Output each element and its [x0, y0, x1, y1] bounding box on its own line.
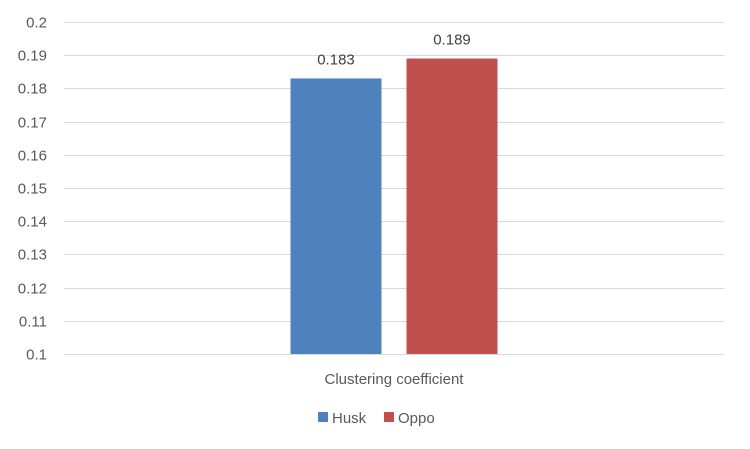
y-tick-label: 0.16 — [18, 148, 47, 165]
legend-swatch-oppo — [384, 412, 394, 422]
legend: Husk Oppo — [318, 410, 435, 427]
y-tick-label: 0.19 — [18, 48, 47, 65]
legend-label-oppo: Oppo — [398, 410, 435, 427]
y-tick-label: 0.12 — [18, 281, 47, 298]
y-tick-label: 0.18 — [18, 81, 47, 98]
data-labels: 0.183 0.189 — [317, 32, 471, 69]
y-tick-label: 0.17 — [18, 115, 47, 132]
y-axis-tick-labels: 0.1 0.11 0.12 0.13 0.14 0.15 0.16 0.17 0.18 0.19 0… — [18, 15, 47, 364]
gridlines — [64, 22, 724, 355]
y-tick-label: 0.15 — [18, 181, 47, 198]
x-category-label: Clustering coefficient — [325, 371, 465, 388]
y-tick-label: 0.2 — [26, 15, 47, 32]
bars — [290, 58, 498, 355]
legend-label-husk: Husk — [332, 410, 367, 427]
bar-oppo — [406, 58, 498, 355]
legend-swatch-husk — [318, 412, 328, 422]
y-tick-label: 0.1 — [26, 347, 47, 364]
data-label-husk: 0.183 — [317, 51, 355, 68]
y-tick-label: 0.11 — [19, 314, 47, 331]
bar-husk — [290, 78, 382, 354]
x-axis-category-labels: Clustering coefficient — [325, 371, 465, 388]
data-label-oppo: 0.189 — [433, 32, 471, 49]
y-tick-label: 0.13 — [18, 247, 47, 264]
y-tick-label: 0.14 — [18, 214, 47, 231]
